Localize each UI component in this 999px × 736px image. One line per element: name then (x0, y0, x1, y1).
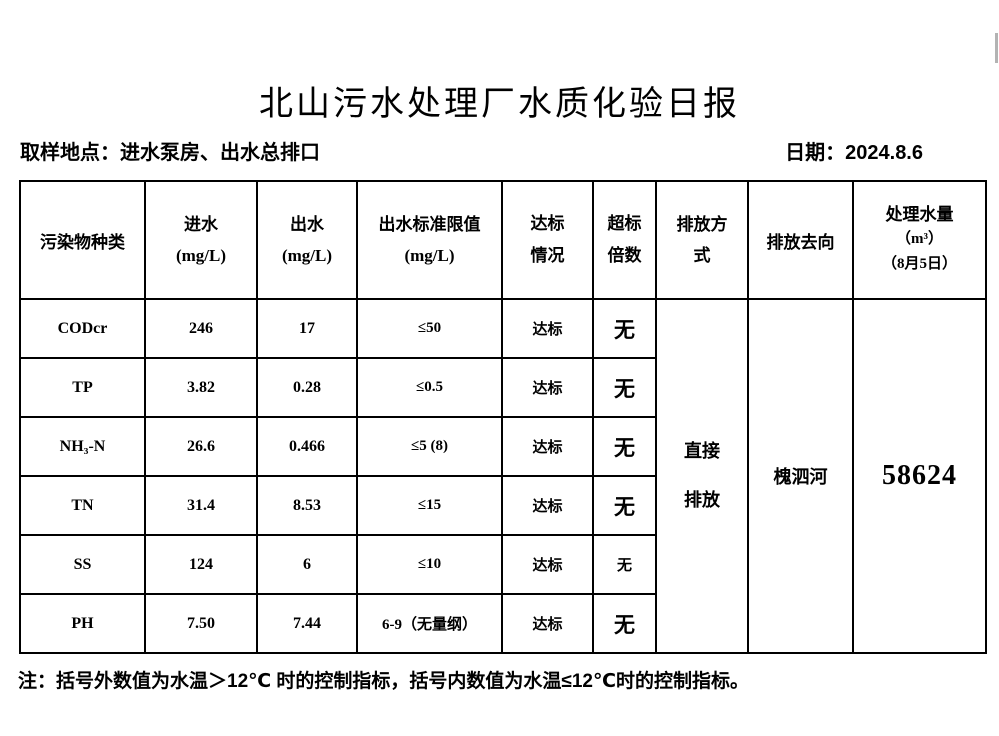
cell-effluent: 6 (256, 534, 358, 595)
sampling-location: 取样地点：进水泵房、出水总排口 (20, 142, 320, 164)
cell-discharge-mode: 直接排放 (655, 298, 749, 654)
cell-compliance: 达标 (501, 534, 594, 595)
cell-limit: 6-9（无量纲） (356, 593, 503, 654)
cell-effluent: 0.466 (256, 416, 358, 477)
cell-compliance: 达标 (501, 357, 594, 418)
cell-effluent: 7.44 (256, 593, 358, 654)
cell-influent: 31.4 (144, 475, 258, 536)
table-row-codcr: CODcr 246 17 ≤50 达标 无 直接排放 槐泗河 58624 (19, 298, 987, 654)
cell-pollutant: TP (19, 357, 146, 418)
cell-limit: ≤15 (356, 475, 503, 536)
footnote: 注：括号外数值为水温＞12℃ 时的控制指标，括号内数值为水温≤12℃时的控制指标… (18, 671, 749, 692)
cell-influent: 3.82 (144, 357, 258, 418)
table-row-ss: SS 124 6 ≤10 达标 无 (19, 534, 986, 595)
cell-influent: 26.6 (144, 416, 258, 477)
col-header-influent: 进水 (mg/L) (144, 180, 258, 300)
cell-pollutant: CODcr (19, 298, 146, 359)
col-header-discharge-mode: 排放方式 (655, 180, 749, 300)
cell-treated-volume: 58624 (852, 298, 987, 654)
water-quality-table: 污染物种类 进水 (mg/L) 出水 (mg/L) 出水标准限值 (mg/L) … (19, 180, 987, 654)
page-title: 北山污水处理厂水质化验日报 (259, 86, 740, 123)
cell-limit: ≤0.5 (356, 357, 503, 418)
cell-pollutant: NH₃-N (19, 416, 146, 477)
table-row-ph: PH 7.50 7.44 6-9（无量纲） 达标 无 (19, 593, 986, 654)
cell-exceed: 无 (592, 475, 657, 536)
page-edge-artifact (995, 33, 998, 63)
cell-effluent: 8.53 (256, 475, 358, 536)
col-header-discharge-dest: 排放去向 (747, 180, 854, 300)
cell-exceed: 无 (592, 534, 657, 595)
cell-pollutant: PH (19, 593, 146, 654)
cell-influent: 7.50 (144, 593, 258, 654)
table-row-tp: TP 3.82 0.28 ≤0.5 达标 无 (19, 357, 986, 418)
cell-discharge-dest: 槐泗河 (747, 298, 854, 654)
cell-effluent: 17 (256, 298, 358, 359)
table-row-tn: TN 31.4 8.53 ≤15 达标 无 (19, 475, 986, 536)
cell-influent: 124 (144, 534, 258, 595)
cell-effluent: 0.28 (256, 357, 358, 418)
cell-influent: 246 (144, 298, 258, 359)
header-row: 污染物种类 进水 (mg/L) 出水 (mg/L) 出水标准限值 (mg/L) … (19, 180, 987, 300)
cell-limit: ≤50 (356, 298, 503, 359)
cell-exceed: 无 (592, 357, 657, 418)
cell-pollutant: SS (19, 534, 146, 595)
cell-compliance: 达标 (501, 593, 594, 654)
col-header-exceed: 超标倍数 (592, 180, 657, 300)
cell-exceed: 无 (592, 298, 657, 359)
col-header-effluent: 出水 (mg/L) (256, 180, 358, 300)
report-date: 日期：2024.8.6 (785, 142, 923, 164)
col-header-limit: 出水标准限值 (mg/L) (356, 180, 503, 300)
cell-limit: ≤10 (356, 534, 503, 595)
cell-compliance: 达标 (501, 298, 594, 359)
col-header-compliance: 达标情况 (501, 180, 594, 300)
cell-pollutant: TN (19, 475, 146, 536)
cell-compliance: 达标 (501, 475, 594, 536)
cell-compliance: 达标 (501, 416, 594, 477)
col-header-pollutant: 污染物种类 (19, 180, 146, 300)
table-row-nh3n: NH₃-N 26.6 0.466 ≤5 (8) 达标 无 (19, 416, 986, 477)
cell-limit: ≤5 (8) (356, 416, 503, 477)
meta-row: 取样地点：进水泵房、出水总排口 日期：2024.8.6 (20, 136, 923, 165)
col-header-volume: 处理水量 （m³） （8月5日） (852, 180, 987, 300)
cell-exceed: 无 (592, 416, 657, 477)
cell-exceed: 无 (592, 593, 657, 654)
